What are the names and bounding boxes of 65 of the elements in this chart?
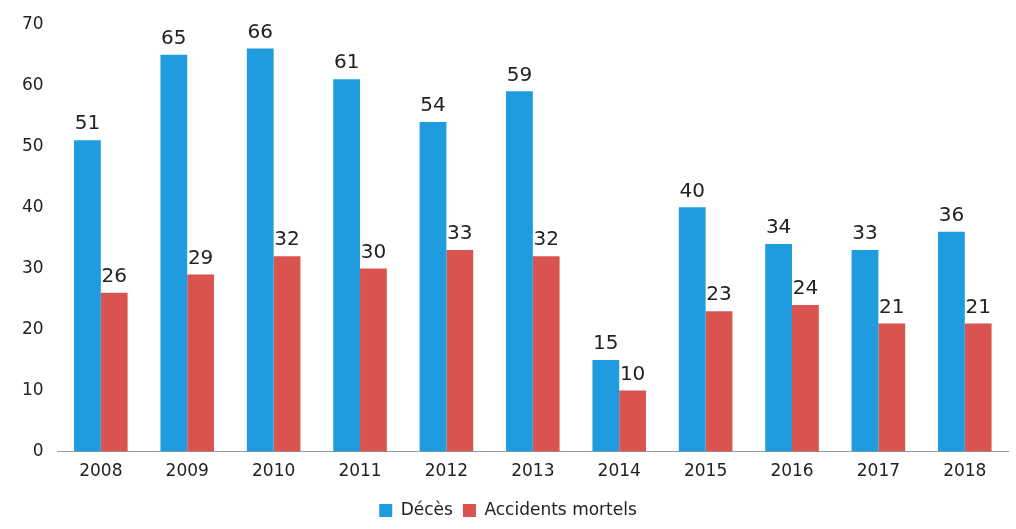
legend-label: Décès [400,498,454,519]
data-label: 23 [706,281,732,306]
y-tick-label: 50 [21,134,44,155]
bar [160,54,188,452]
bar [792,305,819,452]
bar [360,268,387,452]
x-tick-label: 2014 [597,460,641,481]
x-tick-label: 2018 [943,460,987,481]
bar [100,292,128,452]
bar [74,140,101,452]
data-label: 26 [101,263,127,288]
y-tick-label: 40 [21,195,44,216]
data-label: 51 [74,110,101,135]
bar [705,311,733,452]
data-label: 59 [506,61,533,86]
data-label: 61 [333,49,360,74]
data-label: 21 [879,293,905,318]
bar [964,323,992,452]
data-label: 33 [852,220,878,245]
bar [938,231,965,452]
y-tick-label: 60 [21,73,44,94]
y-tick-label: 70 [21,12,44,33]
data-label: 36 [938,202,965,226]
bar [273,256,301,452]
data-label: 33 [447,220,473,245]
data-label: 24 [792,275,819,300]
x-tick-label: 2016 [770,460,814,481]
x-tick-label: 2017 [856,460,901,481]
bar [246,48,274,452]
data-label: 66 [247,18,273,43]
bar [506,91,533,452]
bar [333,79,361,452]
x-tick-label: 2008 [79,460,123,481]
data-label: 10 [619,360,646,385]
bar [446,250,474,452]
data-label: 30 [360,238,387,263]
data-label: 32 [533,226,559,251]
bar [619,390,646,452]
data-label: 15 [593,330,619,355]
data-label: 21 [965,293,991,318]
bar [851,250,879,452]
y-tick-label: 30 [21,256,44,277]
x-tick-label: 2011 [338,460,382,481]
x-tick-label: 2009 [165,460,209,481]
bar [592,360,620,452]
data-label: 32 [274,226,300,251]
data-label: 65 [161,24,187,49]
legend-label: Accidents mortels [484,498,637,519]
y-tick-label: 20 [21,317,44,338]
bar [187,274,215,452]
bar [419,121,447,452]
data-label: 40 [679,177,705,202]
data-label: 34 [765,214,792,239]
x-tick-label: 2010 [251,460,296,481]
bar [532,256,560,452]
data-label: 54 [420,92,446,117]
data-label: 29 [187,244,214,269]
x-tick-label: 2015 [683,460,728,481]
x-tick-label: 2012 [424,460,469,481]
y-tick-label: 10 [21,378,44,399]
bar [678,207,706,452]
bar [765,244,793,452]
x-tick-label: 2013 [511,460,555,481]
bar [878,323,906,452]
y-tick-label: 0 [32,440,44,461]
